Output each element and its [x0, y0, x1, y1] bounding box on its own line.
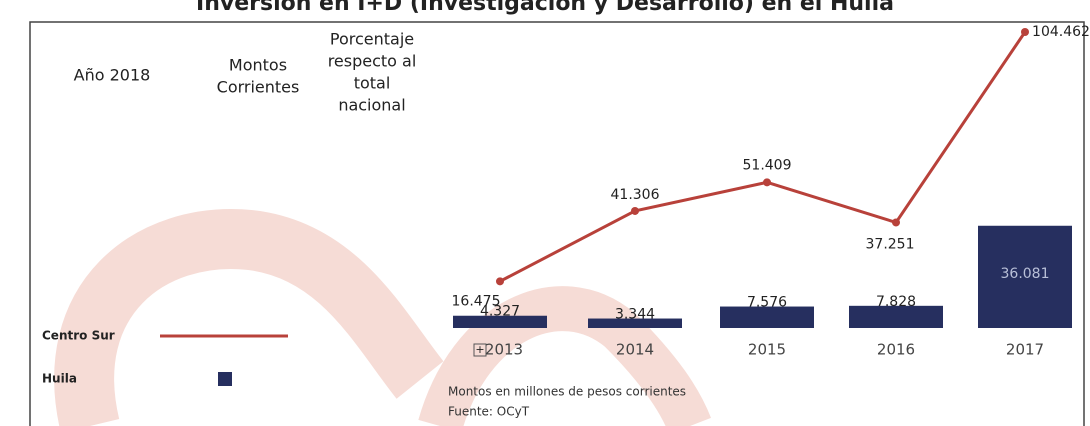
- bar-value-label: 4.327: [480, 304, 520, 320]
- line-point: [496, 277, 504, 286]
- column-header: Montos: [229, 56, 287, 75]
- x-tick-label: 2014: [616, 341, 654, 359]
- column-header: respecto al: [328, 52, 417, 71]
- line-value-label: 41.306: [611, 187, 660, 203]
- line-point: [1021, 28, 1029, 36]
- column-header: nacional: [338, 96, 405, 115]
- expand-icon-sign: +: [475, 343, 484, 356]
- legend-label: Huila: [42, 372, 77, 386]
- line-value-label: 16.475: [452, 293, 501, 309]
- bar-value-label: 7.576: [747, 295, 787, 311]
- footnote: Montos en millones de pesos corrientes: [448, 385, 686, 399]
- legend-swatch: [218, 372, 232, 386]
- line-value-label: 51.409: [743, 157, 792, 173]
- x-tick-label: 2016: [877, 341, 915, 359]
- bar: [849, 305, 943, 328]
- column-header: total: [354, 74, 391, 93]
- column-header: Porcentaje: [330, 30, 414, 49]
- x-tick-label: 2013: [485, 341, 523, 359]
- bar-value-label: 3.344: [615, 307, 655, 323]
- bar: [720, 306, 814, 328]
- bar: [978, 225, 1072, 328]
- line-value-label: 37.251: [866, 236, 915, 252]
- x-tick-label: 2017: [1006, 341, 1044, 359]
- bar-value-label: 7.828: [876, 294, 916, 310]
- frame: [29, 21, 1085, 426]
- footnote: Fuente: OCyT: [448, 405, 530, 419]
- chart-title: Inversión en I+D (Investigación y Desarr…: [196, 0, 894, 16]
- bar: [453, 315, 547, 328]
- bar: [588, 318, 682, 328]
- line-value-label: 104.462: [1032, 24, 1090, 40]
- x-tick-label: 2015: [748, 341, 786, 359]
- expand-icon[interactable]: [473, 343, 487, 357]
- decoration: [418, 286, 711, 426]
- decoration: [54, 209, 444, 426]
- column-header: Año 2018: [74, 66, 151, 85]
- column-header: Corrientes: [217, 78, 300, 97]
- bar-value-label: 36.081: [1001, 266, 1050, 282]
- legend-label: Centro Sur: [42, 329, 115, 343]
- line-point: [763, 178, 771, 187]
- line-point: [892, 218, 900, 227]
- line-point: [631, 206, 639, 215]
